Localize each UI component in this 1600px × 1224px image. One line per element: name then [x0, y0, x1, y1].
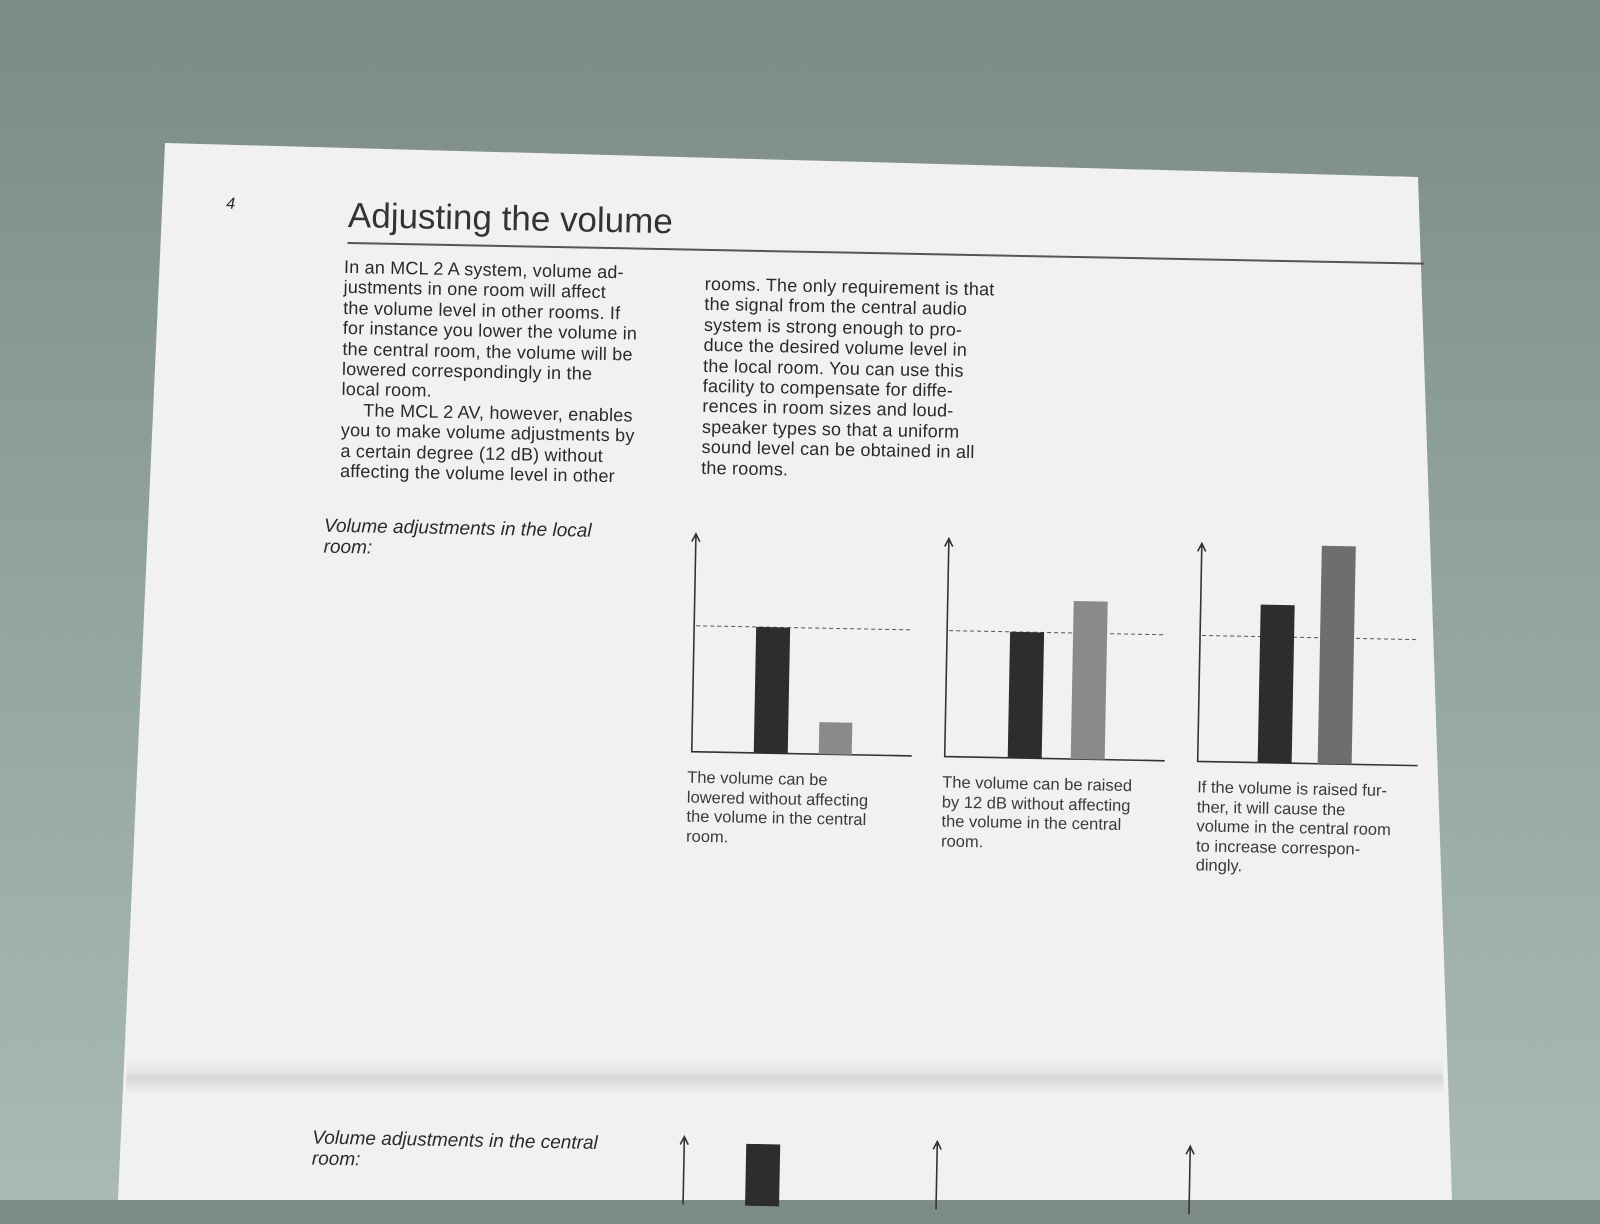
central-bar [818, 722, 853, 755]
page-number: 4 [226, 195, 236, 213]
diagrams-central [679, 1134, 1195, 1215]
column-2: rooms. The only requirement is that the s… [701, 274, 995, 484]
central-bar [1070, 601, 1108, 760]
fold [126, 1058, 1444, 1092]
local-bar [1007, 631, 1045, 759]
central-bar [1317, 545, 1356, 765]
local-bar [753, 626, 791, 754]
local-bar [745, 1143, 781, 1207]
reference-lines [696, 625, 1419, 641]
axes [690, 531, 1418, 767]
section-label: Volume adjustments in the central room: [312, 1127, 598, 1174]
text-line: affecting the volume level in other [339, 460, 616, 487]
local-bar [1257, 604, 1295, 764]
title: Adjusting the volume [347, 196, 674, 242]
section-label: Volume adjustments in the local room: [323, 516, 591, 563]
text-line: room. [685, 827, 729, 846]
diagrams [690, 531, 1419, 767]
caption: If the volume is raised fur-ther, it wil… [1195, 778, 1391, 879]
caption: The volume can be raised by 12 dB without… [941, 774, 1132, 856]
column-1: In an MCL 2 A system, volume ad-justment… [340, 257, 639, 487]
text-line: dingly. [1195, 856, 1243, 876]
caption: The volume can be lowered without affecti… [686, 769, 869, 850]
text-line: room. [940, 832, 984, 851]
